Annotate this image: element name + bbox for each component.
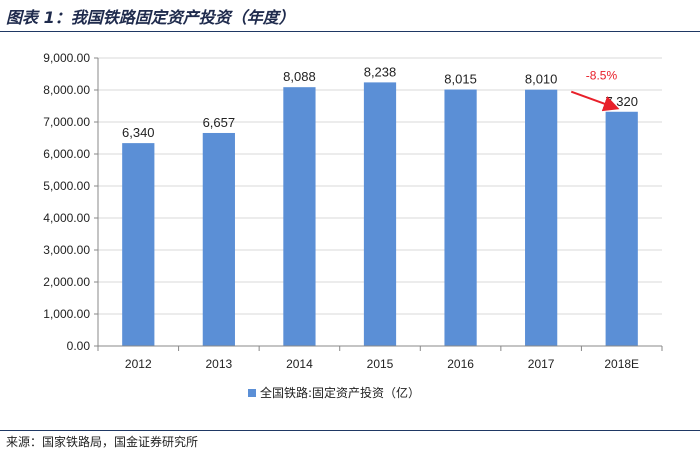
x-axis: 2012 2013 2014 2015 2016 2017 2018E [97, 345, 663, 371]
change-annotation: -8.5% [586, 69, 618, 83]
x-tick-label: 2012 [125, 357, 152, 371]
y-tick-label: 0.00 [67, 339, 91, 353]
data-label: 6,340 [122, 125, 155, 140]
bar [605, 111, 638, 346]
x-tick-label: 2013 [206, 357, 233, 371]
title-rule [0, 31, 700, 32]
bars [122, 82, 638, 347]
figure-title: 图表 1：我国铁路固定资产投资（年度） [6, 8, 295, 27]
change-arrow [570, 90, 620, 112]
y-tick-label: 4,000.00 [43, 211, 90, 225]
data-label: 8,015 [444, 72, 477, 87]
x-tick-label: 2018E [604, 357, 639, 371]
source-note: 来源：国家铁路局，国金证券研究所 [6, 435, 199, 449]
legend-label: 全国铁路:固定资产投资（亿） [260, 385, 420, 400]
y-tick-label: 9,000.00 [43, 51, 90, 65]
y-tick-label: 1,000.00 [43, 307, 90, 321]
bar [363, 82, 397, 346]
x-tick-label: 2015 [367, 357, 394, 371]
y-tick-label: 7,000.00 [43, 115, 90, 129]
bar-chart: 0.00 1,000.00 2,000.00 3,000.00 4,000.00 5,00… [43, 51, 663, 400]
data-label: 8,010 [525, 72, 558, 87]
data-label: 8,238 [364, 64, 397, 79]
y-axis: 0.00 1,000.00 2,000.00 3,000.00 4,000.00 5,00… [43, 51, 99, 353]
bar [525, 89, 558, 347]
source-rule [0, 430, 700, 431]
legend-swatch [248, 389, 256, 397]
bar [444, 89, 477, 347]
y-tick-label: 3,000.00 [43, 243, 90, 257]
y-tick-label: 8,000.00 [43, 83, 90, 97]
y-tick-label: 6,000.00 [43, 147, 90, 161]
annotation-group: -8.5% [570, 69, 620, 112]
y-tick-label: 2,000.00 [43, 275, 90, 289]
bar [202, 132, 235, 346]
x-tick-label: 2017 [528, 357, 555, 371]
x-tick-label: 2016 [447, 357, 474, 371]
x-tick-label: 2014 [286, 357, 313, 371]
bar [283, 87, 316, 347]
data-label: 8,088 [283, 69, 316, 84]
data-label: 6,657 [203, 115, 236, 130]
y-tick-label: 5,000.00 [43, 179, 90, 193]
legend: 全国铁路:固定资产投资（亿） [248, 385, 420, 400]
bar [122, 143, 155, 346]
